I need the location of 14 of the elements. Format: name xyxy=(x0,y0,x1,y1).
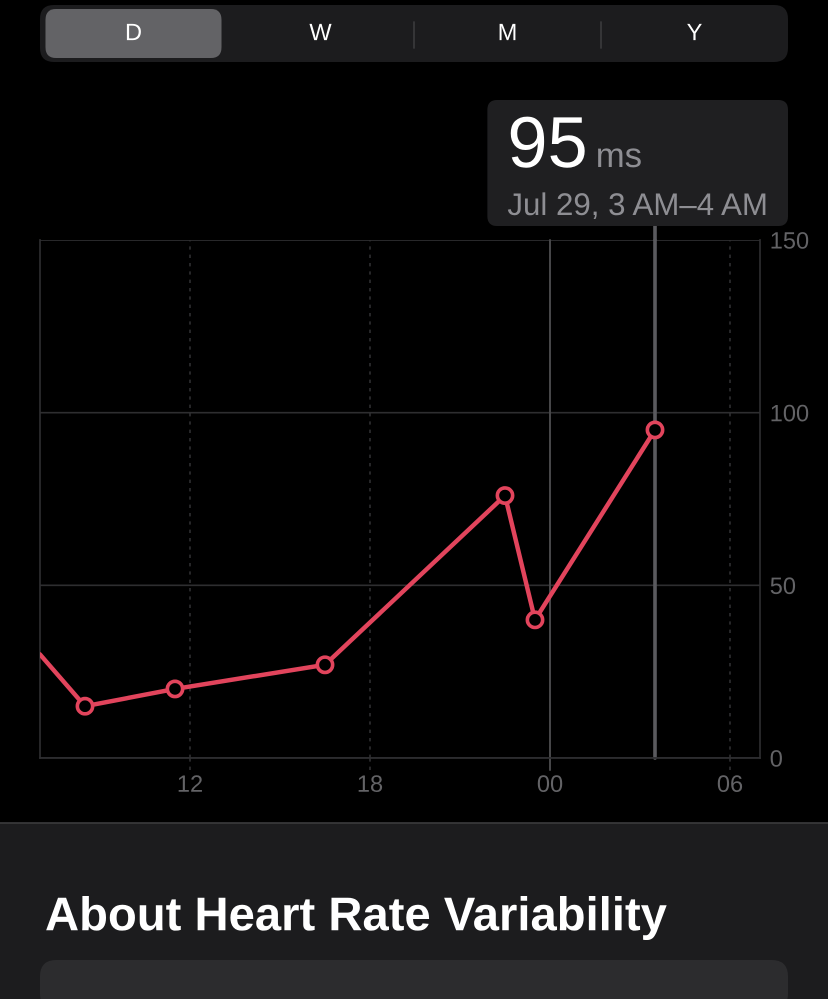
x-tick-label: 00 xyxy=(538,775,562,792)
y-tick-label: 150 xyxy=(772,232,808,249)
x-tick-label: 06 xyxy=(718,775,742,792)
y-tick-label: 0 xyxy=(770,750,782,767)
text: M xyxy=(500,24,516,40)
text: Y xyxy=(687,24,702,40)
x-tick-label: 18 xyxy=(358,775,382,792)
text: About Heart Rate Variability xyxy=(46,896,667,940)
text: D xyxy=(126,24,141,40)
text: W xyxy=(309,24,332,40)
x-tick-label: 12 xyxy=(178,775,202,792)
y-tick-label: 100 xyxy=(772,404,808,422)
y-tick-label: 50 xyxy=(770,577,796,594)
annotation: Jul 29, 3 AM–4 AM xyxy=(508,192,766,219)
